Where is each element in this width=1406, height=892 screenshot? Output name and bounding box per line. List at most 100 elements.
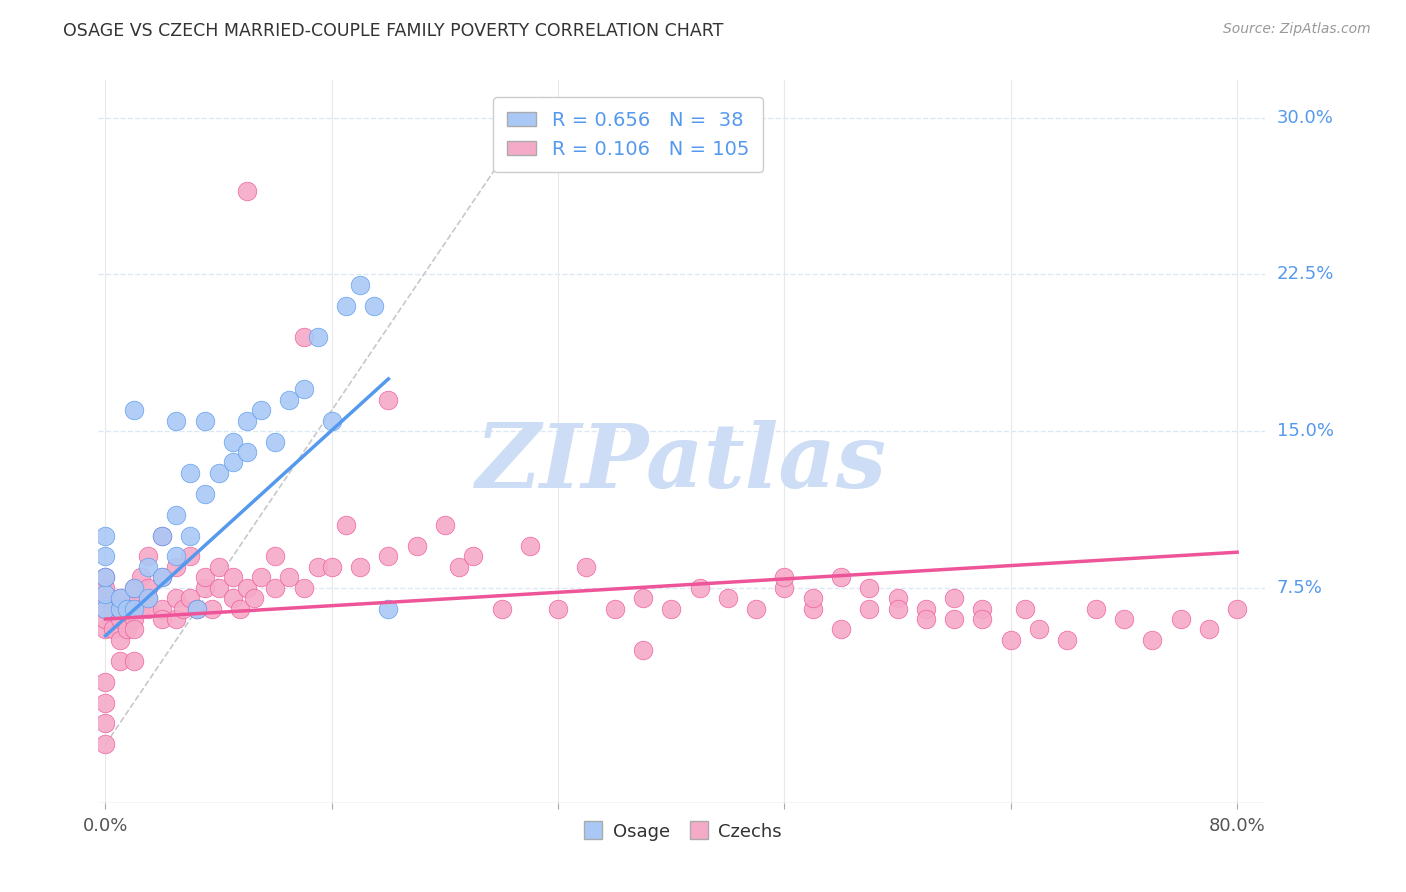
Point: [94, 549, 117, 564]
Point: [108, 591, 131, 606]
Point: [689, 581, 711, 595]
Point: [179, 591, 201, 606]
Point: [433, 518, 456, 533]
Point: [575, 559, 598, 574]
Point: [1014, 601, 1036, 615]
Point: [377, 601, 399, 615]
Point: [136, 559, 159, 574]
Point: [122, 581, 145, 595]
Point: [165, 549, 187, 564]
Point: [136, 549, 159, 564]
Point: [129, 570, 152, 584]
Point: [193, 487, 215, 501]
Point: [165, 414, 187, 428]
Point: [547, 601, 569, 615]
Text: Source: ZipAtlas.com: Source: ZipAtlas.com: [1223, 22, 1371, 37]
Point: [94, 581, 117, 595]
Point: [858, 601, 880, 615]
Point: [108, 612, 131, 626]
Point: [108, 601, 131, 615]
Point: [122, 654, 145, 668]
Point: [972, 612, 994, 626]
Point: [222, 434, 245, 449]
Point: [972, 601, 994, 615]
Point: [94, 587, 117, 601]
Point: [165, 508, 187, 522]
Point: [122, 403, 145, 417]
Point: [101, 601, 124, 615]
Point: [136, 591, 159, 606]
Point: [335, 299, 357, 313]
Point: [122, 612, 145, 626]
Point: [208, 559, 231, 574]
Point: [136, 601, 159, 615]
Point: [801, 591, 824, 606]
Point: [222, 570, 245, 584]
Point: [1226, 601, 1249, 615]
Text: OSAGE VS CZECH MARRIED-COUPLE FAMILY POVERTY CORRELATION CHART: OSAGE VS CZECH MARRIED-COUPLE FAMILY POV…: [63, 22, 724, 40]
Point: [321, 414, 343, 428]
Point: [108, 601, 131, 615]
Point: [915, 601, 938, 615]
Point: [136, 581, 159, 595]
Text: 15.0%: 15.0%: [1277, 422, 1333, 440]
Point: [307, 330, 329, 344]
Point: [136, 591, 159, 606]
Point: [165, 559, 187, 574]
Point: [115, 601, 138, 615]
Point: [292, 581, 315, 595]
Text: ZIPatlas: ZIPatlas: [477, 420, 887, 507]
Point: [208, 581, 231, 595]
Point: [943, 591, 966, 606]
Point: [1142, 632, 1164, 647]
Point: [1028, 623, 1050, 637]
Point: [108, 591, 131, 606]
Point: [193, 570, 215, 584]
Point: [150, 528, 173, 542]
Point: [222, 591, 245, 606]
Point: [278, 570, 301, 584]
Point: [773, 581, 796, 595]
Point: [631, 591, 654, 606]
Point: [1198, 623, 1220, 637]
Point: [886, 601, 908, 615]
Point: [94, 716, 117, 731]
Point: [208, 466, 231, 480]
Point: [165, 612, 187, 626]
Point: [222, 455, 245, 469]
Point: [94, 528, 117, 542]
Point: [377, 392, 399, 407]
Point: [150, 612, 173, 626]
Point: [236, 184, 259, 198]
Point: [94, 601, 117, 615]
Point: [363, 299, 385, 313]
Point: [94, 623, 117, 637]
Point: [94, 570, 117, 584]
Point: [122, 623, 145, 637]
Point: [292, 382, 315, 396]
Point: [186, 601, 208, 615]
Point: [250, 403, 273, 417]
Point: [307, 559, 329, 574]
Point: [858, 581, 880, 595]
Point: [491, 601, 513, 615]
Point: [1056, 632, 1078, 647]
Point: [349, 277, 371, 292]
Point: [236, 414, 259, 428]
Point: [94, 591, 117, 606]
Point: [830, 570, 852, 584]
Point: [659, 601, 682, 615]
Text: 30.0%: 30.0%: [1277, 109, 1333, 127]
Point: [94, 696, 117, 710]
Point: [278, 392, 301, 407]
Point: [150, 528, 173, 542]
Point: [1170, 612, 1192, 626]
Point: [122, 581, 145, 595]
Point: [122, 591, 145, 606]
Point: [449, 559, 471, 574]
Point: [801, 601, 824, 615]
Point: [94, 601, 117, 615]
Point: [186, 601, 208, 615]
Point: [463, 549, 485, 564]
Point: [321, 559, 343, 574]
